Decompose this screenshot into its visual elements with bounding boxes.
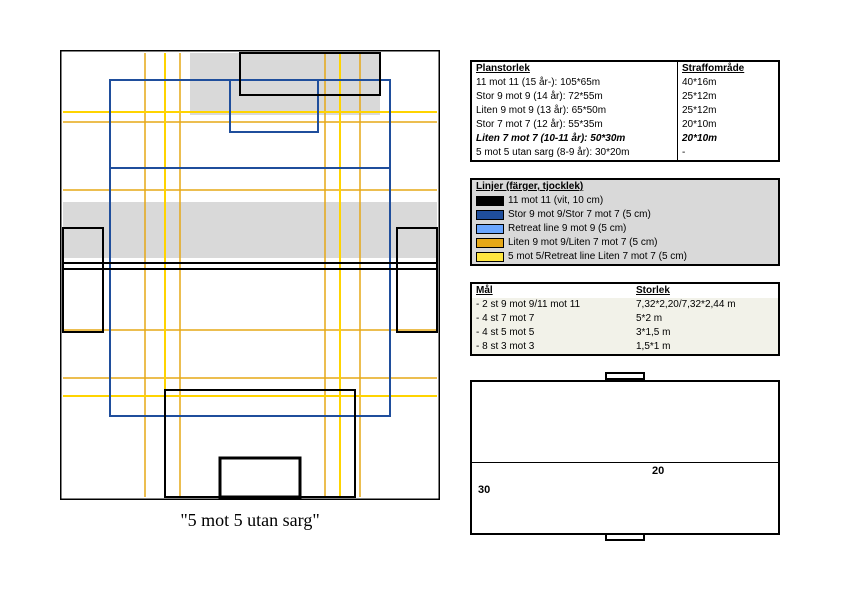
legend-row: Stor 9 mot 9/Stor 7 mot 7 (5 cm) [472, 208, 778, 222]
mini-goal-bottom [605, 533, 645, 541]
legend-swatch [476, 224, 504, 234]
table-cell: - 2 st 9 mot 9/11 mot 11 [472, 298, 632, 312]
table-cell: 25*12m [677, 90, 772, 104]
mini-field-wrap: 20 30 [470, 372, 780, 547]
legend-row: 11 mot 11 (vit, 10 cm) [472, 194, 778, 208]
table-cell: 7,32*2,20/7,32*2,44 m [632, 298, 772, 312]
table3-header-2: Storlek [632, 284, 772, 298]
table1-header-2: Straffområde [677, 62, 772, 76]
mini-midline [472, 462, 778, 463]
goal-table: Mål Storlek - 2 st 9 mot 9/11 mot 117,32… [470, 282, 780, 356]
table-cell: Stor 9 mot 9 (14 år): 72*55m [472, 90, 677, 104]
table-cell: 40*16m [677, 76, 772, 90]
table-cell: 25*12m [677, 104, 772, 118]
planstorlek-table: Planstorlek Straffområde 11 mot 11 (15 å… [470, 60, 780, 162]
legend-swatch [476, 252, 504, 262]
table1-header-1: Planstorlek [472, 62, 677, 76]
table1-emph-2: 20*10m [677, 132, 772, 146]
legend-row: Liten 9 mot 9/Liten 7 mot 7 (5 cm) [472, 236, 778, 250]
legend-label: 5 mot 5/Retreat line Liten 7 mot 7 (5 cm… [508, 251, 687, 263]
legend-swatch [476, 196, 504, 206]
legend-title: Linjer (färger, tjocklek) [472, 180, 778, 194]
table1-last-1: 5 mot 5 utan sarg (8-9 år): 30*20m [472, 146, 677, 160]
legend-swatch [476, 210, 504, 220]
legend-swatch [476, 238, 504, 248]
table-cell: 3*1,5 m [632, 326, 772, 340]
legend-label: Retreat line 9 mot 9 (5 cm) [508, 223, 626, 235]
legend-row: 5 mot 5/Retreat line Liten 7 mot 7 (5 cm… [472, 250, 778, 264]
table1-last-2: - [677, 146, 772, 160]
mini-field: 20 30 [470, 380, 780, 535]
table-cell: - 4 st 5 mot 5 [472, 326, 632, 340]
mini-height-label: 30 [478, 484, 490, 496]
caption: "5 mot 5 utan sarg" [60, 510, 440, 531]
mini-width-label: 20 [652, 465, 664, 477]
table1-emph-1: Liten 7 mot 7 (10-11 år): 50*30m [472, 132, 677, 146]
legend-panel: Linjer (färger, tjocklek) 11 mot 11 (vit… [470, 178, 780, 266]
legend-row: Retreat line 9 mot 9 (5 cm) [472, 222, 778, 236]
legend-label: Liten 9 mot 9/Liten 7 mot 7 (5 cm) [508, 237, 658, 249]
table-cell: 11 mot 11 (15 år-): 105*65m [472, 76, 677, 90]
field-svg [60, 50, 440, 500]
legend-label: 11 mot 11 (vit, 10 cm) [508, 195, 603, 207]
table-cell: - 4 st 7 mot 7 [472, 312, 632, 326]
right-column: Planstorlek Straffområde 11 mot 11 (15 å… [470, 60, 780, 547]
table-cell: Liten 9 mot 9 (13 år): 65*50m [472, 104, 677, 118]
mini-goal-top [605, 372, 645, 380]
table-cell: Stor 7 mot 7 (12 år): 55*35m [472, 118, 677, 132]
table-cell: - 8 st 3 mot 3 [472, 340, 632, 354]
table3-header-1: Mål [472, 284, 632, 298]
table-cell: 5*2 m [632, 312, 772, 326]
table-cell: 1,5*1 m [632, 340, 772, 354]
field-diagram: "5 mot 5 utan sarg" [60, 50, 440, 530]
table-cell: 20*10m [677, 118, 772, 132]
legend-label: Stor 9 mot 9/Stor 7 mot 7 (5 cm) [508, 209, 651, 221]
